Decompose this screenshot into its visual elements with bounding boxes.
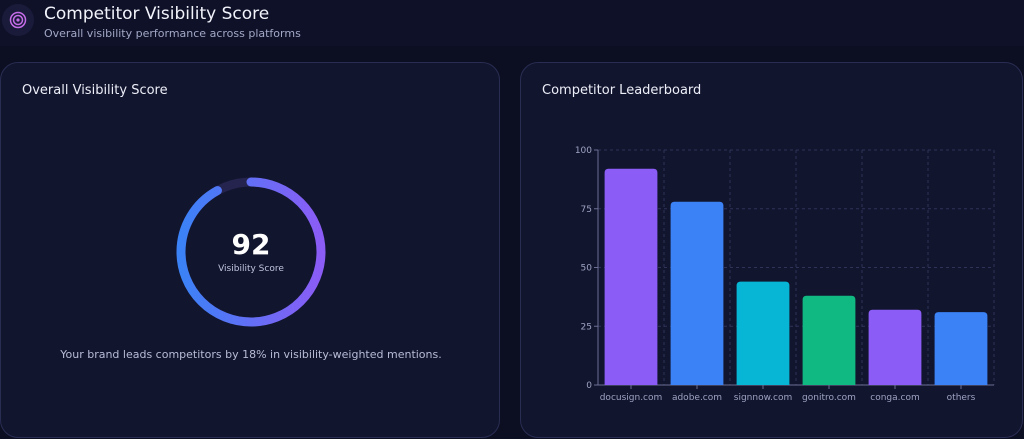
x-tick-label: signnow.com [734,393,792,403]
gauge-score-label: Visibility Score [218,264,284,274]
x-tick-label: adobe.com [672,393,722,403]
y-tick-label: 75 [581,205,592,215]
visibility-gauge: 92 Visibility Score [175,176,327,328]
leaderboard-chart: 0 25 50 75 100 docusign.com adobe.com signnow.c… [575,146,995,403]
target-icon [2,4,34,36]
y-tick-label: 0 [586,381,592,391]
leaderboard-card: Competitor Leaderboard 0 25 50 75 100 docusig… [520,62,1023,438]
page-subtitle: Overall visibility performance across pl… [44,27,301,40]
bar-adobe-com[interactable] [670,201,724,385]
gauge-caption: Your brand leads competitors by 18% in v… [60,348,442,361]
y-tick-label: 50 [581,264,593,274]
bar-docusign-com[interactable] [604,168,658,385]
leaderboard-title: Competitor Leaderboard [542,83,702,98]
bar-others[interactable] [934,312,988,385]
y-tick-label: 100 [575,146,592,156]
x-tick-label: gonitro.com [802,393,856,403]
y-tick-label: 25 [581,322,592,332]
gauge-score-value: 92 [231,228,271,261]
overall-score-card: Overall Visibility Score 92 Visibility S… [0,62,500,438]
bar-conga-com[interactable] [868,309,922,385]
gauge-ring [176,177,326,327]
gauge-progress-arc [176,177,326,327]
overall-score-title: Overall Visibility Score [22,83,168,98]
page-header: Competitor Visibility Score Overall visi… [0,0,1024,46]
bar-signnow-com[interactable] [736,281,790,385]
bar-gonitro-com[interactable] [802,295,856,385]
x-tick-label: others [947,393,976,403]
page-title: Competitor Visibility Score [44,4,270,24]
x-tick-label: conga.com [870,393,919,403]
x-tick-label: docusign.com [600,393,663,403]
